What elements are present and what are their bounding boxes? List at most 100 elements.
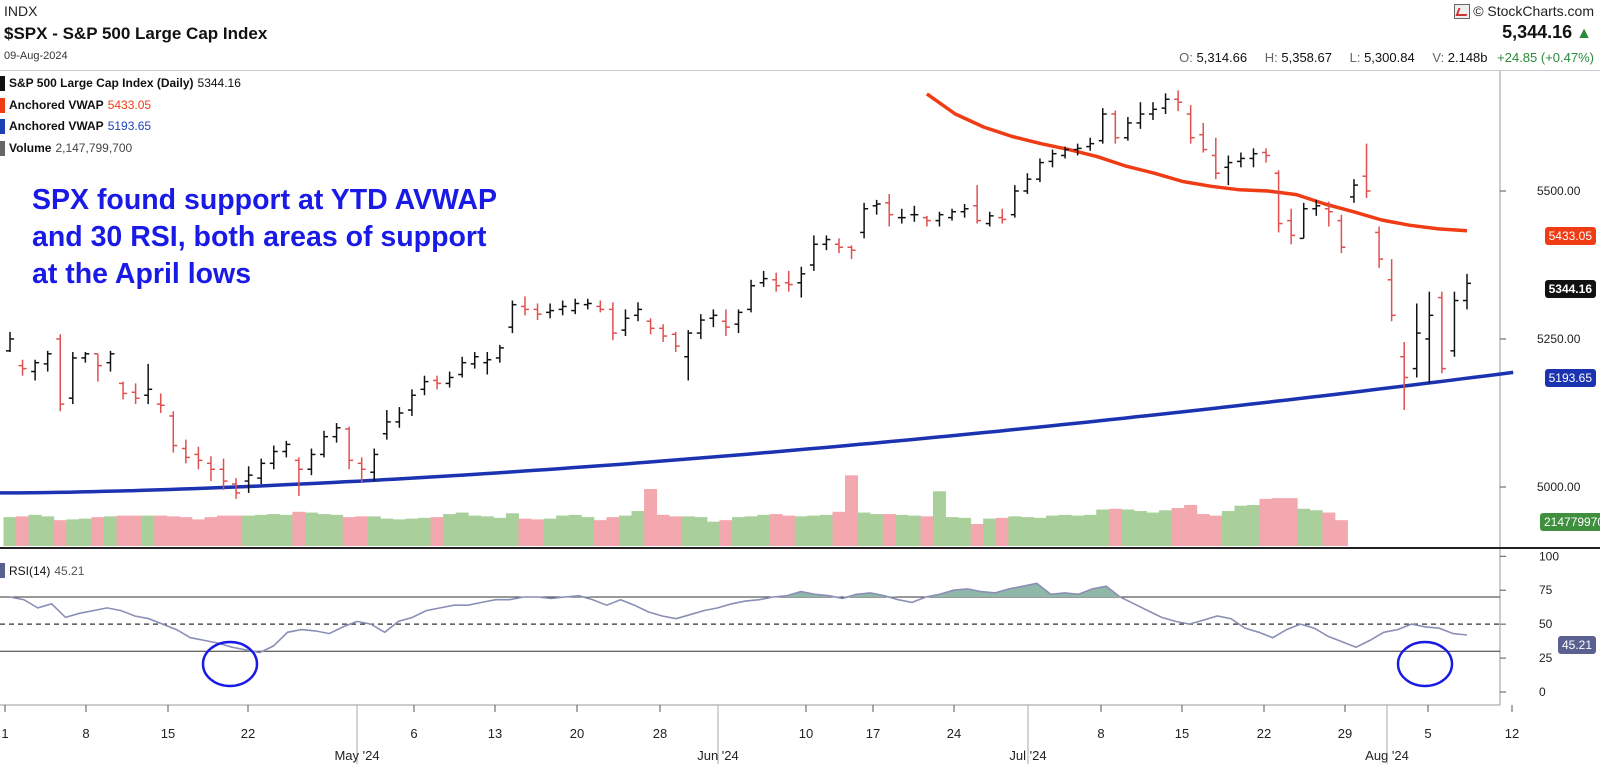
x-tick-label: 1 [1,726,8,741]
volume-bar [392,519,406,546]
volume-bar [1184,504,1198,546]
ohlc-bar [1437,291,1446,374]
month-label: Jul '24 [1009,748,1046,763]
ohlc-bar [407,389,416,416]
volume-bar [1046,515,1060,546]
ohlc-bar [244,466,253,493]
ohlc-bar [596,300,605,313]
volume-bar [1272,498,1286,546]
y-tick-label: 5500.00 [1537,184,1581,198]
x-tick-label: 15 [161,726,175,741]
ohlc-bar [897,208,906,224]
rsi-support-circle [201,640,259,688]
ohlc-bar [307,448,316,476]
volume-bar [958,517,972,546]
ohlc-bar [696,314,705,339]
volume-bar [1058,514,1072,546]
ohlc-bar [1010,185,1019,218]
ohlc-bar [1236,152,1245,168]
volume-bar [28,514,42,546]
change-value: +24.85 (+0.47%) [1497,50,1594,65]
volume-bar [455,512,469,546]
volume-bar [719,520,733,546]
ohlc-bar [1337,214,1346,254]
ohlc-bar [721,309,730,337]
ohlc-bar [847,245,856,260]
copyright[interactable]: © StockCharts.com [1454,3,1594,19]
ohlc-bar [860,202,869,239]
ohlc-bar [634,302,643,322]
volume-bar [932,491,946,546]
ohlc-bar [294,457,303,496]
volume-bar [1209,515,1223,546]
legend: S&P 500 Large Cap Index (Daily) 5344.16 A… [0,73,241,159]
volume-bar [166,516,180,546]
volume-bar [292,511,306,546]
ohlc-bar [1262,148,1271,163]
chart-title: $SPX - S&P 500 Large Cap Index [4,24,268,43]
ohlc-bar [219,458,228,490]
volume-bar [3,517,17,546]
volume-bar [505,513,519,546]
ohlc-bar [872,199,881,215]
volume-bar [618,515,632,546]
volume-bar [53,520,67,546]
rsi-tag: 45.21 [1557,636,1596,654]
ohlc-bar [119,381,128,400]
ohlc-bar [93,353,102,382]
volume-bar [970,523,984,546]
legend-item-price: S&P 500 Large Cap Index (Daily) 5344.16 [0,73,241,95]
volume-bar [1146,512,1160,546]
last-price-tag: 5344.16 [1544,280,1596,298]
ohlc-bar [1023,173,1032,194]
ohlc-bar [747,279,756,313]
legend-item-vwap-high: Anchored VWAP 5433.05 [0,95,241,117]
volume-bars [3,475,1348,546]
annotation-text: SPX found support at YTD AVWAP and 30 RS… [32,184,497,290]
ohlc-bar [772,272,781,292]
ohlc-bar [1312,199,1321,216]
chart-header: INDX $SPX - S&P 500 Large Cap Index 09-A… [0,0,1600,71]
x-tick-label: 5 [1424,726,1431,741]
ohlc-bar [809,235,818,271]
ohlc-bar [659,324,668,342]
volume-bar [116,515,130,546]
last-price: 5,344.16 ▲ [1502,22,1592,42]
ohlc-bar [181,439,190,464]
rsi-label: RSI(14) 45.21 [0,563,84,578]
vwap-low-tag: 5193.65 [1544,369,1596,387]
x-tick-label: 15 [1175,726,1189,741]
ohlc-bar [684,330,693,381]
volume-bar [782,515,796,546]
chart-frame [0,70,1600,706]
volume-bar [254,514,268,546]
x-tick-label: 22 [241,726,255,741]
volume-bar [518,518,532,546]
month-label: Jun '24 [697,748,739,763]
ohlc-bar [709,309,718,328]
volume-bar [593,520,607,546]
volume-bar [1108,508,1122,546]
volume-bar [493,517,507,546]
vwap-low-line [0,370,1514,495]
volume-bar [191,519,205,546]
ohlc-bar [583,298,592,310]
volume-bar [606,517,620,546]
volume-bar [317,514,331,546]
ohlc-bar [973,185,982,224]
ohlc-bar [885,193,894,227]
ohlc-bar [797,266,806,298]
ohlc-bar [1123,117,1132,141]
ohlc-bar [621,309,630,337]
ohlc-bar [1400,341,1409,411]
ohlc-bar [420,375,429,396]
volume-bar [1234,505,1248,546]
volume-bar [380,518,394,546]
volume-bar [995,517,1009,546]
volume-bar [819,514,833,546]
vwap-high-line [925,92,1468,233]
volume-bar [179,517,193,546]
volume-bar [1008,516,1022,546]
volume-bar [644,489,658,546]
ohlc-bar [1199,122,1208,153]
